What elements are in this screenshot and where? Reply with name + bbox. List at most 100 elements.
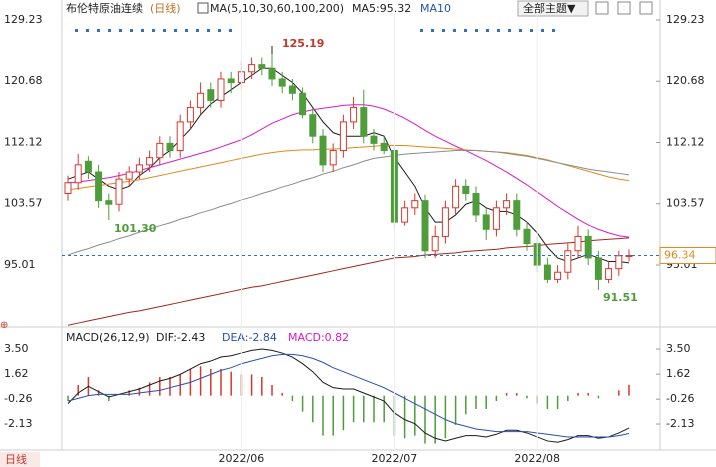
candle-body	[115, 178, 123, 205]
macd-line	[67, 353, 630, 438]
candle-body	[615, 255, 623, 270]
candle-body	[492, 207, 500, 230]
candle-body	[288, 85, 296, 94]
event-dot	[508, 29, 511, 32]
candle-body	[309, 114, 317, 137]
candle-body	[411, 200, 419, 209]
candle-body	[482, 214, 490, 230]
candle-body	[513, 200, 521, 230]
candle-body	[594, 257, 602, 280]
y-tick-label: 1.62	[666, 367, 691, 380]
event-dot	[475, 29, 478, 32]
candle-body	[543, 264, 551, 280]
candle-body	[554, 271, 562, 280]
candle-body	[74, 164, 82, 184]
event-dot	[130, 29, 133, 32]
candle-body	[176, 121, 184, 152]
event-dot	[420, 29, 423, 32]
candle-body	[248, 64, 256, 73]
y-tick-label: -2.13	[666, 417, 694, 430]
x-tick-label: 2022/06	[219, 452, 265, 465]
candle-body	[380, 142, 388, 152]
event-dot	[552, 29, 555, 32]
y-tick-label: 3.50	[666, 342, 691, 355]
candle-body	[421, 200, 429, 252]
instrument-title: 布伦特原油连续	[66, 1, 143, 15]
y-tick-label: 112.12	[4, 136, 43, 149]
x-tick-label: 2022/08	[514, 452, 560, 465]
event-dot	[207, 29, 210, 32]
event-dot	[442, 29, 445, 32]
toolbar-icon[interactable]	[595, 1, 609, 15]
event-dot	[119, 29, 122, 32]
theme-button[interactable]	[517, 0, 589, 17]
event-dot	[464, 29, 467, 32]
ma10-legend: MA10	[420, 2, 451, 15]
candle-body	[472, 192, 480, 216]
candle-body	[64, 182, 72, 194]
candle-body	[319, 135, 327, 166]
candle-body	[197, 92, 205, 109]
event-dot	[229, 29, 232, 32]
y-tick-label: 103.57	[4, 197, 43, 210]
event-dot	[431, 29, 434, 32]
candle-body	[227, 78, 235, 84]
ma-icon[interactable]	[197, 2, 209, 14]
last-price-label: 96.34	[664, 248, 696, 261]
period-tab-label[interactable]: 日线	[5, 452, 27, 466]
event-dot	[486, 29, 489, 32]
candle-body	[431, 235, 439, 252]
toolbar-icon[interactable]	[639, 1, 653, 15]
candle-body	[207, 89, 215, 101]
candle-body	[186, 107, 194, 123]
event-dot	[519, 29, 522, 32]
ma-line	[67, 150, 630, 256]
candle-body	[299, 92, 307, 116]
event-dot	[218, 29, 221, 32]
candle-body	[523, 228, 531, 245]
candle-body	[217, 78, 225, 101]
y-tick-label: -2.13	[4, 417, 32, 430]
low-annotation: 91.51	[603, 291, 638, 304]
candle-body	[278, 78, 286, 87]
event-dot	[196, 29, 199, 32]
period-tab[interactable]	[0, 452, 40, 467]
candle-body	[146, 157, 154, 166]
low-annotation: 101.30	[114, 222, 157, 235]
event-dot	[97, 29, 100, 32]
ma5-legend: MA5:95.32	[352, 2, 411, 15]
macd-legend: MACD:0.82	[288, 331, 349, 344]
y-tick-label: 120.68	[666, 74, 705, 87]
ma-line	[67, 104, 630, 238]
event-dot	[141, 29, 144, 32]
event-dot	[497, 29, 500, 32]
period-label: (日线)	[150, 1, 181, 15]
candle-body	[258, 64, 266, 69]
y-tick-label: 1.62	[4, 367, 29, 380]
y-tick-label: 112.12	[666, 136, 705, 149]
theme-button-label[interactable]: 全部主题▼	[523, 1, 576, 15]
candle-body	[441, 207, 449, 237]
y-tick-label: -0.26	[666, 392, 694, 405]
candle-body	[401, 207, 409, 223]
candle-body	[564, 250, 572, 273]
y-tick-label: 95.01	[4, 258, 36, 271]
y-tick-label: -0.26	[4, 392, 32, 405]
y-tick-label: 103.57	[666, 197, 705, 210]
macd-line	[67, 348, 630, 443]
candle-body	[350, 107, 358, 123]
y-tick-label: 120.68	[4, 74, 43, 87]
candle-body	[156, 142, 164, 159]
candle-body	[95, 171, 103, 202]
candle-body	[268, 67, 276, 80]
candle-body	[584, 235, 592, 259]
toolbar-icon[interactable]	[617, 1, 631, 15]
event-dot	[174, 29, 177, 32]
marker-icon: ⊕	[0, 320, 8, 331]
last-price-box	[659, 246, 716, 264]
y-tick-label: 3.50	[4, 342, 29, 355]
event-dot	[541, 29, 544, 32]
event-dot	[75, 29, 78, 32]
